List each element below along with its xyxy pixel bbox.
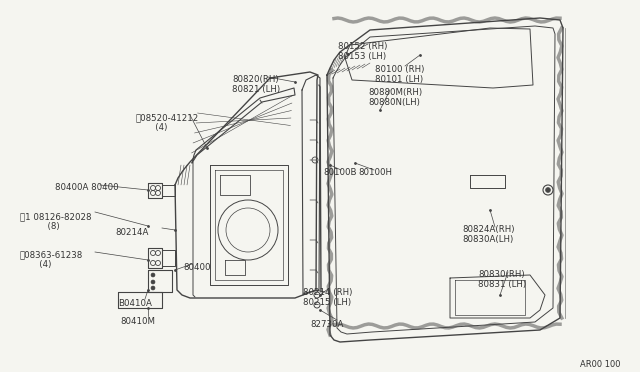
Text: 80100 (RH)
80101 (LH): 80100 (RH) 80101 (LH) [375, 65, 424, 84]
Text: 80410M: 80410M [120, 317, 155, 326]
Text: 80152 (RH)
80153 (LH): 80152 (RH) 80153 (LH) [338, 42, 387, 61]
Text: 80830(RH)
80831 (LH): 80830(RH) 80831 (LH) [478, 270, 526, 289]
Circle shape [545, 187, 550, 192]
Text: Ⓜ08363-61238
       (4): Ⓜ08363-61238 (4) [20, 250, 83, 269]
Text: 80214 (RH)
80215 (LH): 80214 (RH) 80215 (LH) [303, 288, 353, 307]
Circle shape [151, 273, 155, 277]
Text: 80100H: 80100H [358, 168, 392, 177]
Text: Ⓜ08520-41212
       (4): Ⓜ08520-41212 (4) [136, 113, 199, 132]
Text: 80100B: 80100B [323, 168, 356, 177]
Text: 80880M(RH)
80880N(LH): 80880M(RH) 80880N(LH) [368, 88, 422, 108]
Text: 80400: 80400 [183, 263, 211, 272]
Text: 82730A: 82730A [310, 320, 344, 329]
Text: AR00 100: AR00 100 [580, 360, 621, 369]
Text: B0410A: B0410A [118, 299, 152, 308]
Text: ⑂1 08126-82028
          (8): ⑂1 08126-82028 (8) [20, 212, 92, 231]
Text: 80214A: 80214A [115, 228, 148, 237]
Text: 80820(RH)
80821 (LH): 80820(RH) 80821 (LH) [232, 75, 280, 94]
Circle shape [151, 286, 155, 290]
Circle shape [151, 280, 155, 284]
Text: 80824A(RH)
80830A(LH): 80824A(RH) 80830A(LH) [462, 225, 515, 244]
Text: 80400A 80400: 80400A 80400 [55, 183, 118, 192]
